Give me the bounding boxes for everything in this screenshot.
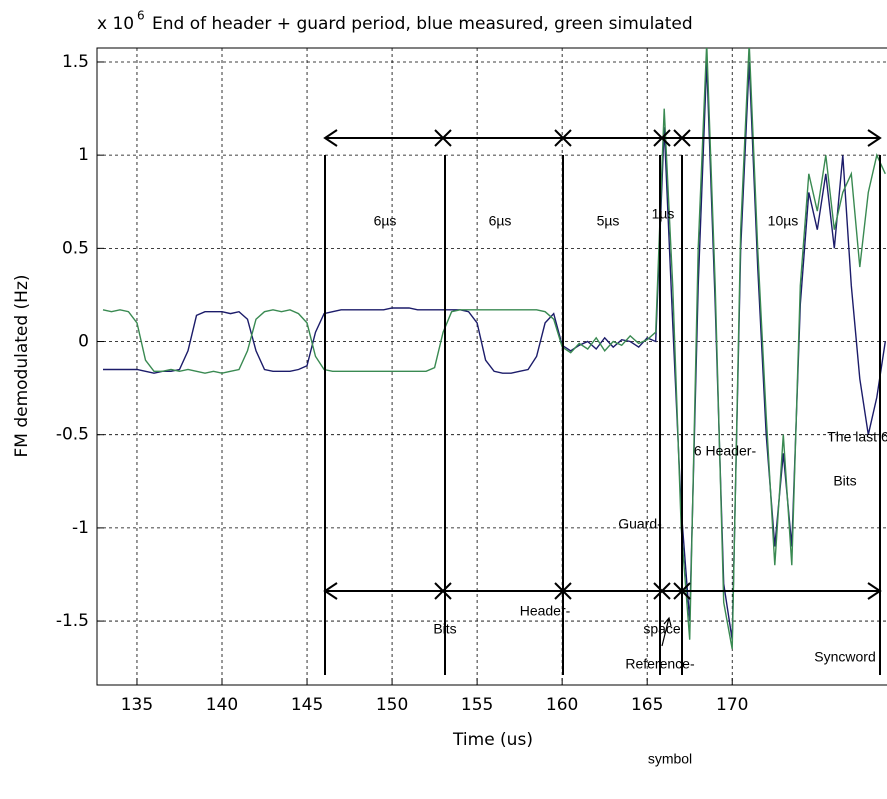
x-tick-label: 135 (121, 695, 153, 715)
y-tick-label: 1 (78, 145, 89, 165)
arrow-head (323, 582, 882, 600)
annotation: Bits (433, 621, 456, 637)
y-axis-label: FM demodulated (Hz) (12, 274, 32, 457)
y-scale-label: x 10 (97, 14, 134, 34)
x-tick-label: 150 (376, 695, 408, 715)
annotation: symbol (648, 751, 692, 767)
chart-title: End of header + guard period, blue measu… (152, 14, 693, 34)
annotation: 10µs (768, 213, 799, 229)
y-tick-label: 0.5 (62, 238, 89, 258)
y-tick-label: 0 (78, 332, 89, 352)
x-tick-label: 160 (546, 695, 578, 715)
cross-mark (653, 582, 671, 600)
annotation: 6 Header- (694, 443, 757, 459)
annotation: space (643, 621, 681, 637)
x-tick-label: 165 (631, 695, 663, 715)
cross-mark (434, 582, 452, 600)
y-scale-exponent: 6 (137, 9, 145, 23)
pointer-arrow (661, 616, 672, 647)
cross-mark (434, 129, 452, 147)
x-tick-label: 155 (461, 695, 493, 715)
annotation: 6µs (489, 213, 512, 229)
annotation: Reference- (625, 656, 695, 672)
annotation: The last 6 (827, 429, 887, 445)
x-axis-label: Time (us) (452, 730, 533, 750)
series-line (102, 48, 886, 650)
annotation: 5µs (597, 213, 620, 229)
x-tick-label: 145 (291, 695, 323, 715)
y-tick-label: -0.5 (56, 425, 89, 445)
y-tick-label: -1.5 (56, 611, 89, 631)
y-tick-label: 1.5 (62, 52, 89, 72)
cross-mark (653, 129, 671, 147)
cross-mark (673, 129, 691, 147)
series-line (103, 61, 886, 640)
arrow-head (323, 129, 882, 147)
plot-area (97, 48, 887, 685)
axes-frame (96, 47, 887, 686)
cross-mark (673, 582, 691, 600)
annotation: Bits (833, 473, 856, 489)
annotation: Guard- (618, 516, 662, 532)
annotation: 6µs (374, 213, 397, 229)
annotation: Header- (520, 603, 571, 619)
y-tick-label: -1 (72, 518, 89, 538)
annotation: 1µs (652, 206, 675, 222)
annotation: Syncword (814, 649, 875, 665)
cross-mark (554, 582, 572, 600)
x-tick-label: 170 (716, 695, 748, 715)
cross-mark (554, 129, 572, 147)
x-tick-label: 140 (206, 695, 238, 715)
